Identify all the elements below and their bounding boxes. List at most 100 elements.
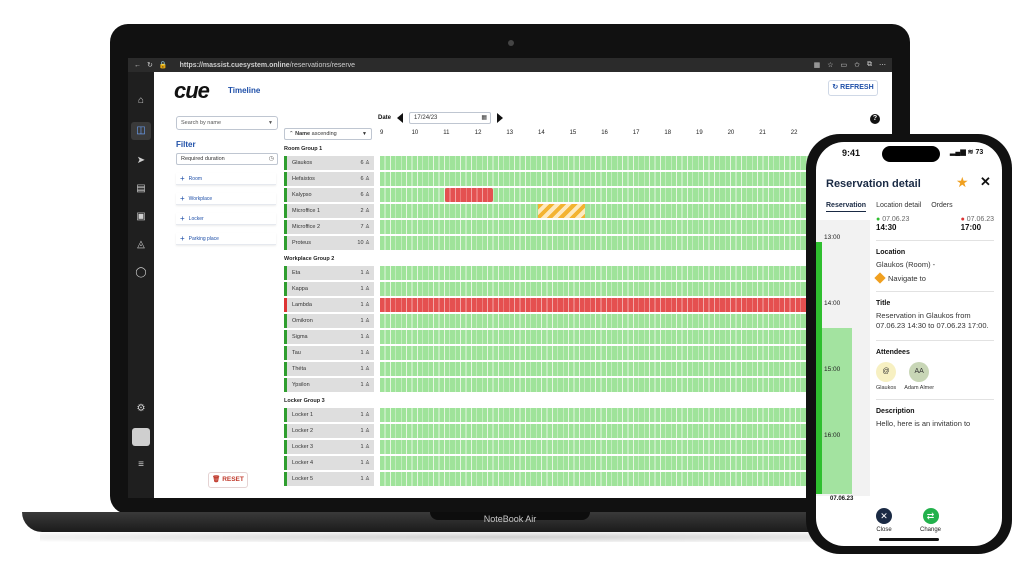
duration-field[interactable]: Required duration ◷: [176, 153, 278, 165]
timeline-lane[interactable]: [380, 408, 810, 422]
resource-row[interactable]: Microffice 1 2 ♙: [284, 204, 374, 218]
day-rail-reservation[interactable]: [822, 328, 852, 494]
close-icon[interactable]: ✕: [980, 174, 991, 189]
tab-location-detail[interactable]: Location detail: [876, 202, 922, 209]
plus-icon: +: [180, 194, 185, 203]
home-icon[interactable]: ⌂: [137, 95, 145, 106]
hour-label: 11: [443, 130, 450, 136]
add-locker-button[interactable]: + Locker: [176, 213, 276, 225]
timeline-lane[interactable]: [380, 188, 810, 202]
resource-row[interactable]: Locker 2 1 ♙: [284, 424, 374, 438]
resource-row[interactable]: Glaukos 6 ♙: [284, 156, 374, 170]
sort-select[interactable]: ⌃ Name ascending ▼: [284, 128, 372, 140]
timeline-lane[interactable]: [380, 282, 810, 296]
settings-icon[interactable]: ⚙: [136, 403, 146, 414]
attendee[interactable]: AA Adam Almer: [904, 361, 934, 391]
status-time: 9:41: [842, 148, 861, 158]
timeline-lane[interactable]: [380, 472, 810, 486]
resource-row[interactable]: Sigma 1 ♙: [284, 330, 374, 344]
timeline-icon[interactable]: ◫: [131, 122, 151, 140]
tab-reservation[interactable]: Reservation: [826, 202, 867, 212]
resource-row[interactable]: Proteus 10 ♙: [284, 236, 374, 250]
status-bar: 9:41 ▂▄▆ ≋ 73: [816, 142, 1002, 164]
close-button[interactable]: ✕ Close: [876, 508, 892, 533]
person-icon: ♙: [363, 160, 370, 166]
resource-row[interactable]: Lambda 1 ♙: [284, 298, 374, 312]
timeline-lane[interactable]: [380, 330, 810, 344]
address-bar[interactable]: https://massist.cuesystem.online/reserva…: [179, 61, 356, 69]
star-icon[interactable]: ☆: [827, 62, 834, 69]
chevron-down-icon: ▼: [268, 120, 273, 126]
timeline-lane[interactable]: [380, 314, 810, 328]
building-icon[interactable]: ▤: [136, 183, 146, 194]
resource-name: Kalypso: [292, 192, 312, 198]
tabs-icon[interactable]: ▭: [840, 62, 848, 69]
search-input[interactable]: Search by name ▼: [176, 116, 278, 130]
person-icon: ♙: [363, 460, 370, 466]
resource-row[interactable]: Hefaistos 6 ♙: [284, 172, 374, 186]
resource-row[interactable]: Ypsilon 1 ♙: [284, 378, 374, 392]
timeline-lane[interactable]: [380, 440, 810, 454]
help-icon[interactable]: ?: [870, 114, 880, 124]
pending-slot[interactable]: [538, 204, 586, 218]
timeline-lane[interactable]: [380, 266, 810, 280]
tab-orders[interactable]: Orders: [931, 202, 953, 209]
star-icon[interactable]: ★: [956, 174, 969, 190]
resource-row[interactable]: Kappa 1 ♙: [284, 282, 374, 296]
timeline-lane[interactable]: [380, 236, 810, 250]
add-workplace-button[interactable]: + Workplace: [176, 193, 276, 205]
resource-row[interactable]: Locker 1 1 ♙: [284, 408, 374, 422]
send-icon[interactable]: ➤: [136, 155, 146, 166]
timeline-lane[interactable]: [380, 378, 810, 392]
back-icon[interactable]: ←: [134, 61, 141, 69]
resource-name: Locker 4: [292, 460, 314, 466]
resource-capacity: 1 ♙: [360, 476, 370, 482]
avatar[interactable]: [132, 428, 150, 446]
resource-capacity: 10 ♙: [357, 240, 370, 246]
resource-row[interactable]: Microffice 2 7 ♙: [284, 220, 374, 234]
change-button[interactable]: ⇄ Change: [920, 508, 941, 533]
timeline-lane[interactable]: [380, 298, 810, 312]
resource-row[interactable]: Tau 1 ♙: [284, 346, 374, 360]
timeline-lane[interactable]: [380, 204, 810, 218]
menu-icon[interactable]: ≡: [138, 459, 144, 470]
calendar-icon[interactable]: ▣: [136, 211, 146, 222]
timeline-lane[interactable]: [380, 220, 810, 234]
timeline-lane[interactable]: [380, 346, 810, 360]
battery-icon: 73: [975, 149, 984, 156]
reset-button[interactable]: 🗑 RESET: [208, 472, 248, 488]
navigate-link[interactable]: Navigate to: [874, 272, 994, 284]
timeline-lane[interactable]: [380, 424, 810, 438]
resource-row[interactable]: Locker 4 1 ♙: [284, 456, 374, 470]
timeline-lane[interactable]: [380, 156, 810, 170]
close-icon: ✕: [876, 508, 892, 524]
bell-icon[interactable]: ◬: [137, 239, 145, 250]
person-icon: ♙: [363, 350, 370, 356]
resource-row[interactable]: Théta 1 ♙: [284, 362, 374, 376]
detail-tabs: Reservation Location detail Orders: [826, 202, 996, 212]
grid-icon[interactable]: ▦: [813, 62, 821, 69]
add-room-button[interactable]: + Room: [176, 173, 276, 185]
favorites-icon[interactable]: ✩: [854, 62, 860, 69]
timeline-lane[interactable]: [380, 362, 810, 376]
resource-row[interactable]: Eta 1 ♙: [284, 266, 374, 280]
user-icon[interactable]: ◯: [135, 267, 147, 278]
booked-slot[interactable]: [445, 188, 493, 202]
extensions-icon[interactable]: ⧉: [867, 61, 872, 68]
side-rail: ⌂ ◫ ➤ ▤ ▣ ◬ ◯: [128, 72, 154, 498]
reload-icon[interactable]: ↻: [147, 62, 153, 69]
previous-day-icon[interactable]: [397, 113, 404, 123]
resource-row[interactable]: Locker 5 1 ♙: [284, 472, 374, 486]
timeline-lane[interactable]: [380, 172, 810, 186]
attendee[interactable]: @ Glaukos: [876, 361, 896, 391]
resource-row[interactable]: Omikron 1 ♙: [284, 314, 374, 328]
resource-row[interactable]: Kalypso 6 ♙: [284, 188, 374, 202]
date-input[interactable]: 17/24/23 ▦: [409, 112, 492, 124]
more-icon[interactable]: ⋯: [879, 62, 886, 69]
timeline-lane[interactable]: [380, 456, 810, 470]
lock-icon: 🔒: [158, 62, 168, 69]
resource-row[interactable]: Locker 3 1 ♙: [284, 440, 374, 454]
next-day-icon[interactable]: [497, 113, 504, 123]
refresh-button[interactable]: ↻ REFRESH: [828, 80, 878, 96]
add-parking-button[interactable]: + Parking place: [176, 233, 276, 245]
